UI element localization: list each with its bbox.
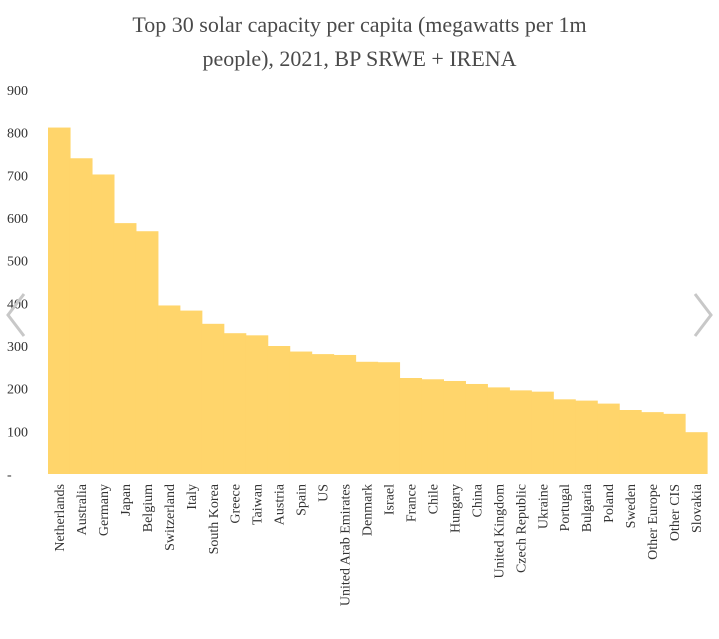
x-tick-label: China [470, 483, 485, 517]
x-tick-label: Australia [75, 483, 90, 535]
x-tick-label: Hungary [448, 484, 463, 533]
y-tick-label: 500 [7, 255, 28, 270]
x-tick-label: Germany [97, 484, 112, 536]
x-tick-label: Netherlands [53, 484, 68, 552]
bar[interactable] [641, 412, 664, 474]
x-tick-label: Taiwan [251, 484, 266, 525]
bar[interactable] [421, 379, 444, 474]
y-tick-label: - [7, 468, 12, 483]
bar[interactable] [333, 354, 357, 474]
chevron-right-icon[interactable] [687, 290, 717, 340]
bar[interactable] [245, 335, 269, 474]
y-tick-label: 600 [7, 212, 28, 227]
x-tick-label: Bulgaria [580, 483, 595, 532]
x-tick-label: Belgium [141, 484, 156, 532]
x-tick-label: Switzerland [163, 484, 178, 551]
x-axis: Netherlands Australia Germany Japan Belgium S… [53, 483, 705, 606]
x-tick-label: Poland [602, 484, 617, 523]
x-tick-label: Slovakia [690, 483, 705, 533]
x-tick-label: Japan [119, 484, 134, 516]
x-tick-label: Portugal [558, 484, 573, 532]
y-tick-label: 300 [7, 340, 28, 355]
chart-title-line-1: Top 30 solar capacity per capita (megawa… [132, 12, 587, 37]
bar[interactable] [223, 333, 247, 474]
bar[interactable] [487, 387, 510, 474]
bar[interactable] [311, 354, 335, 474]
x-tick-label: Ukraine [536, 484, 551, 529]
y-tick-label: 800 [7, 127, 28, 142]
bar[interactable] [267, 346, 291, 474]
chart-title-line-2: people), 2021, BP SRWE + IRENA [202, 46, 517, 71]
bar[interactable] [553, 399, 576, 474]
bar[interactable] [663, 413, 686, 474]
x-tick-label: Austria [273, 483, 288, 525]
x-tick-label: Greece [229, 484, 244, 524]
chart-title: Top 30 solar capacity per capita (megawa… [0, 8, 719, 76]
bars [48, 127, 708, 475]
x-tick-label: Czech Republic [514, 484, 529, 573]
bar[interactable] [509, 390, 532, 474]
chevron-left-icon[interactable] [2, 290, 32, 340]
x-tick-label: Spain [295, 484, 310, 516]
bar[interactable] [619, 410, 642, 474]
y-tick-label: 200 [7, 383, 28, 398]
x-tick-label: Sweden [624, 484, 639, 528]
bar[interactable] [355, 361, 379, 474]
bar[interactable] [157, 305, 181, 474]
x-tick-label: Other CIS [668, 484, 683, 541]
bar[interactable] [69, 158, 93, 474]
x-tick-label: Denmark [361, 484, 376, 536]
x-tick-label: United Kingdom [492, 484, 507, 579]
bar[interactable] [48, 127, 71, 475]
y-tick-label: 900 [7, 84, 28, 99]
x-tick-label: US [317, 484, 332, 502]
bar[interactable] [179, 310, 203, 474]
x-tick-label: United Arab Emirates [339, 484, 354, 606]
bar[interactable] [135, 231, 159, 474]
bar[interactable] [685, 432, 708, 474]
bar[interactable] [377, 362, 401, 474]
bar[interactable] [289, 351, 313, 474]
x-tick-label: Other Europe [646, 484, 661, 560]
bar[interactable] [113, 223, 137, 474]
bar[interactable] [531, 391, 554, 474]
bar[interactable] [465, 383, 488, 474]
bar[interactable] [575, 400, 598, 474]
bar[interactable] [201, 323, 225, 474]
x-tick-label: Italy [185, 484, 200, 510]
x-tick-label: France [404, 484, 419, 522]
bar[interactable] [597, 403, 620, 474]
bar[interactable] [399, 378, 423, 474]
y-tick-label: 100 [7, 425, 28, 440]
bar[interactable] [443, 380, 466, 474]
x-tick-label: South Korea [207, 483, 222, 554]
y-tick-label: 700 [7, 169, 28, 184]
x-tick-label: Chile [426, 484, 441, 514]
x-tick-label: Israel [382, 484, 397, 515]
bar[interactable] [91, 174, 115, 475]
